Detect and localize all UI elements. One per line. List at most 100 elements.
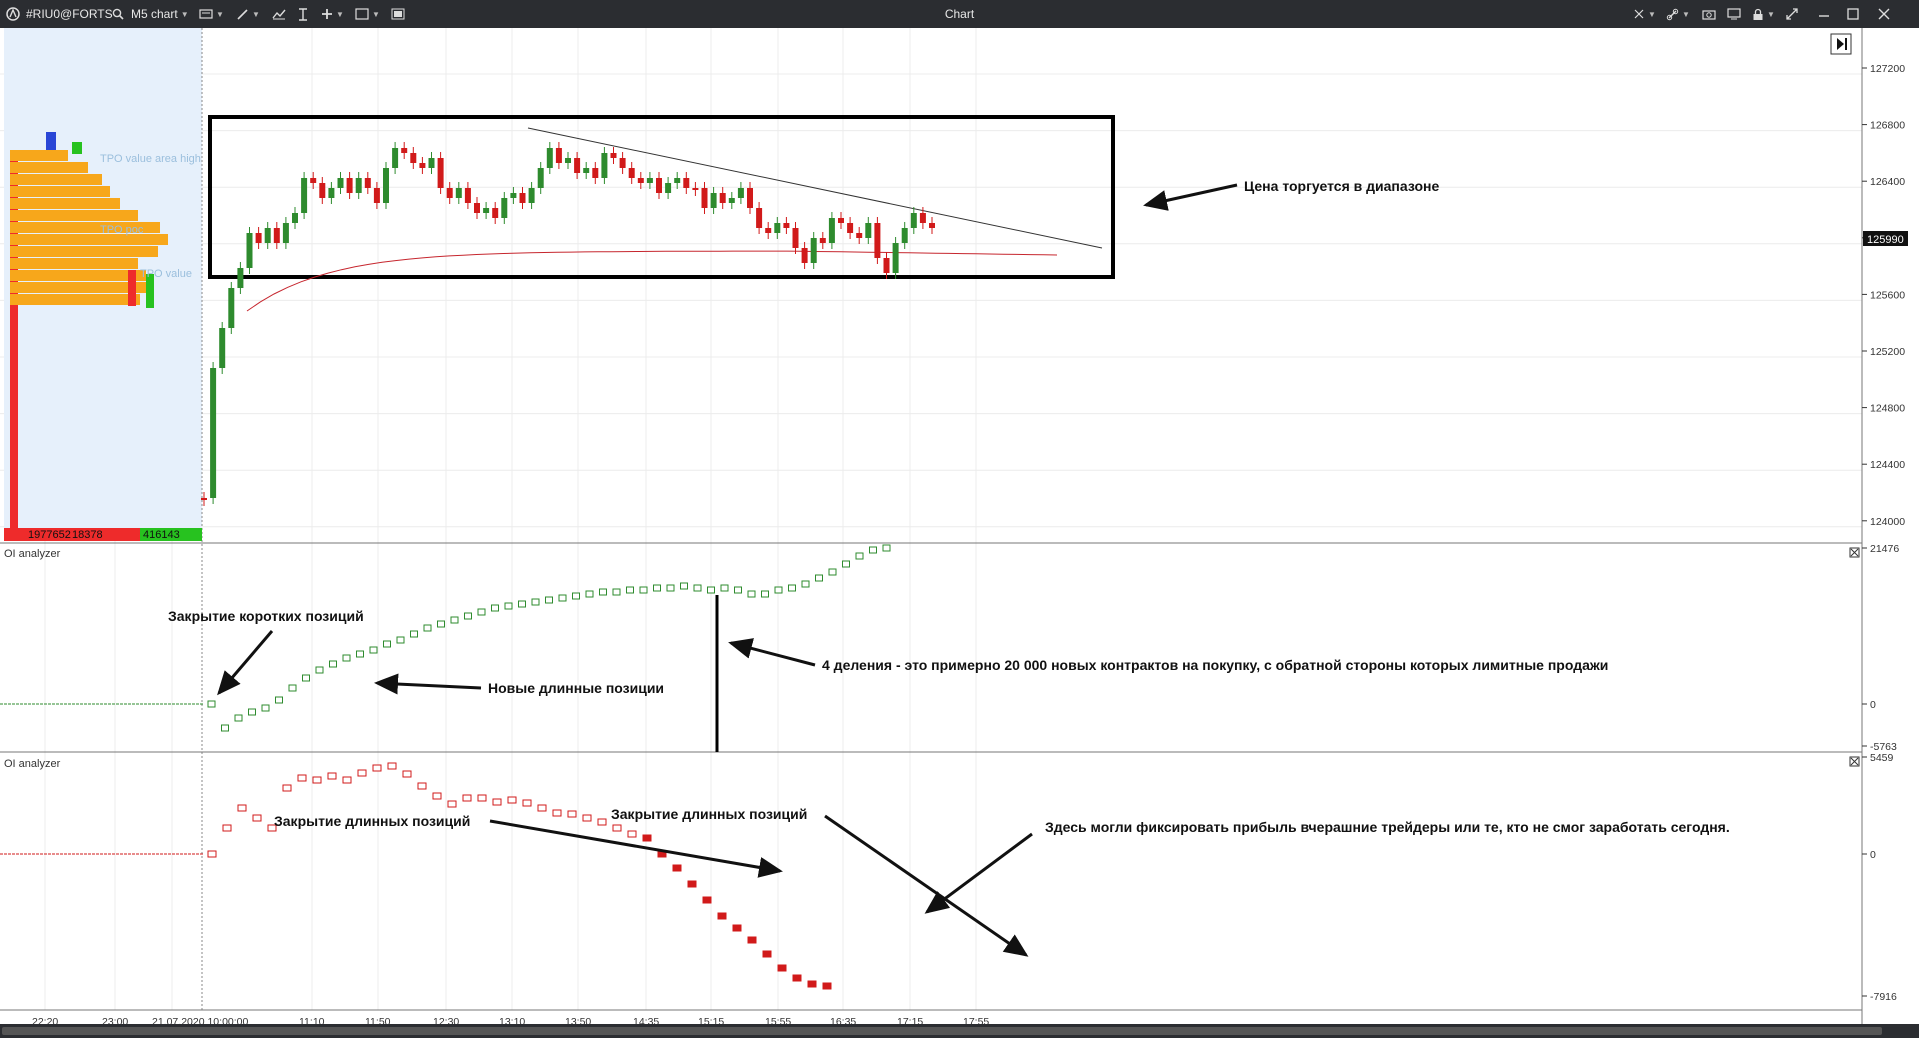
close-icon[interactable] (1878, 0, 1890, 28)
candle-body (756, 208, 763, 228)
price-candles (201, 142, 935, 506)
scroll-end-icon[interactable] (1830, 33, 1852, 55)
candle-body (519, 193, 526, 203)
template-icon[interactable] (391, 0, 405, 28)
oi-green-box (747, 590, 756, 598)
oi-green-box (788, 584, 796, 592)
app-logo-icon[interactable] (6, 0, 20, 28)
chart-type-icon[interactable]: ▼ (199, 0, 224, 28)
link-icon[interactable]: ▼ (1666, 0, 1690, 28)
oi-green-box (693, 584, 702, 592)
candle-body (446, 188, 453, 198)
candle-body (838, 218, 844, 223)
oi-green-box (828, 568, 837, 576)
oi-red-box (372, 764, 382, 772)
oi-green-box (639, 586, 648, 594)
price-tick-label: 126400 (1870, 176, 1905, 188)
oi-green-box (734, 586, 742, 594)
candle-body (328, 188, 335, 198)
tpo-poc-label: TPO poc (100, 224, 144, 236)
price-tick-label: 125600 (1870, 289, 1905, 301)
oi-green-box (653, 584, 661, 592)
horizontal-scrollbar[interactable] (0, 1024, 1919, 1038)
camera-icon[interactable] (1702, 0, 1716, 28)
volume-value-3: 416143 (143, 529, 180, 541)
moving-average-line (246, 250, 1058, 312)
oi-green-box (599, 588, 607, 596)
lock-icon[interactable]: ▼ (1752, 0, 1775, 28)
screen-icon[interactable] (1727, 0, 1741, 28)
symbol-label[interactable]: #RIU0@FORTS (26, 7, 113, 21)
oi-red-box (447, 800, 457, 808)
oi-green-box (383, 640, 391, 648)
candle-body (501, 198, 508, 218)
oi-red-box (492, 798, 502, 806)
pin-icon[interactable]: ▼ (1633, 0, 1656, 28)
oi-green-box (774, 586, 783, 594)
indicators-icon[interactable] (272, 0, 286, 28)
oi-green-box (396, 636, 405, 644)
timeframe-dropdown[interactable]: M5 chart ▼ (131, 0, 189, 28)
pane-close-icon[interactable] (1849, 547, 1860, 558)
candle-body (492, 208, 499, 218)
oi-red-box (777, 964, 787, 972)
oi-red-box (252, 814, 262, 822)
oi-green-box (882, 544, 891, 552)
oi-red-series (0, 762, 832, 990)
annotation-divisions: 4 деления - это примерно 20 000 новых ко… (822, 657, 1608, 673)
candle-body (874, 223, 881, 258)
annotation-short-close: Закрытие коротких позиций (168, 608, 364, 624)
oi-green-box (423, 624, 432, 632)
oi-green-box (302, 674, 310, 682)
candle-body (528, 188, 535, 203)
drawing-tools-icon[interactable]: ▼ (236, 0, 260, 28)
search-icon[interactable] (112, 0, 124, 28)
oi-red-box (687, 880, 697, 888)
volume-value-1: 1977652 (28, 529, 71, 541)
profile-bar (10, 210, 138, 221)
oi-red-box (762, 950, 772, 958)
range-arrow (1143, 183, 1238, 211)
candle-body (555, 148, 562, 163)
price-tick-label: 124000 (1870, 516, 1905, 528)
candle-body (692, 188, 699, 190)
pane-close-icon[interactable] (1849, 756, 1860, 767)
oi-red-box (207, 850, 217, 858)
profile-bar (10, 246, 158, 257)
minimize-icon[interactable] (1818, 0, 1830, 28)
long-close-arrow-1 (489, 819, 783, 878)
candle-body (383, 168, 389, 203)
profile-bar (128, 270, 136, 306)
candle-body (246, 233, 253, 268)
oi-red-box (582, 814, 592, 822)
candle-body (292, 213, 298, 223)
candle-body (219, 328, 226, 368)
scrollbar-thumb[interactable] (2, 1027, 1882, 1035)
chart-area[interactable]: TPO value area high TPO poc TPO value 19… (0, 28, 1919, 1038)
candle-body (574, 158, 581, 173)
anchor-icon[interactable] (297, 0, 309, 28)
profile-bar (10, 270, 146, 281)
annotation-range: Цена торгуется в диапазоне (1244, 178, 1439, 194)
expand-icon[interactable] (1786, 0, 1798, 28)
price-axis: 1272001268001264001260001256001252001248… (1862, 63, 1905, 528)
chart-canvas[interactable]: TPO value area high TPO poc TPO value 19… (0, 28, 1919, 1038)
add-icon[interactable]: ▼ (321, 0, 344, 28)
candle-body (583, 168, 590, 173)
oi-green-box (585, 590, 594, 598)
candle-body (747, 188, 753, 208)
oi-red-box (792, 974, 802, 982)
maximize-icon[interactable] (1847, 0, 1859, 28)
oi-green-box (248, 708, 256, 716)
candle-body (728, 198, 735, 203)
oi-green-box (491, 604, 499, 612)
candle-body (455, 188, 462, 198)
candle-body (310, 178, 317, 183)
window-layout-icon[interactable]: ▼ (355, 0, 380, 28)
trend-line (527, 127, 1103, 249)
candle-body (892, 243, 899, 273)
candle-body (637, 178, 644, 183)
oi-red-box (402, 770, 412, 778)
oi-green-box (464, 612, 472, 620)
candle-body (337, 178, 344, 188)
